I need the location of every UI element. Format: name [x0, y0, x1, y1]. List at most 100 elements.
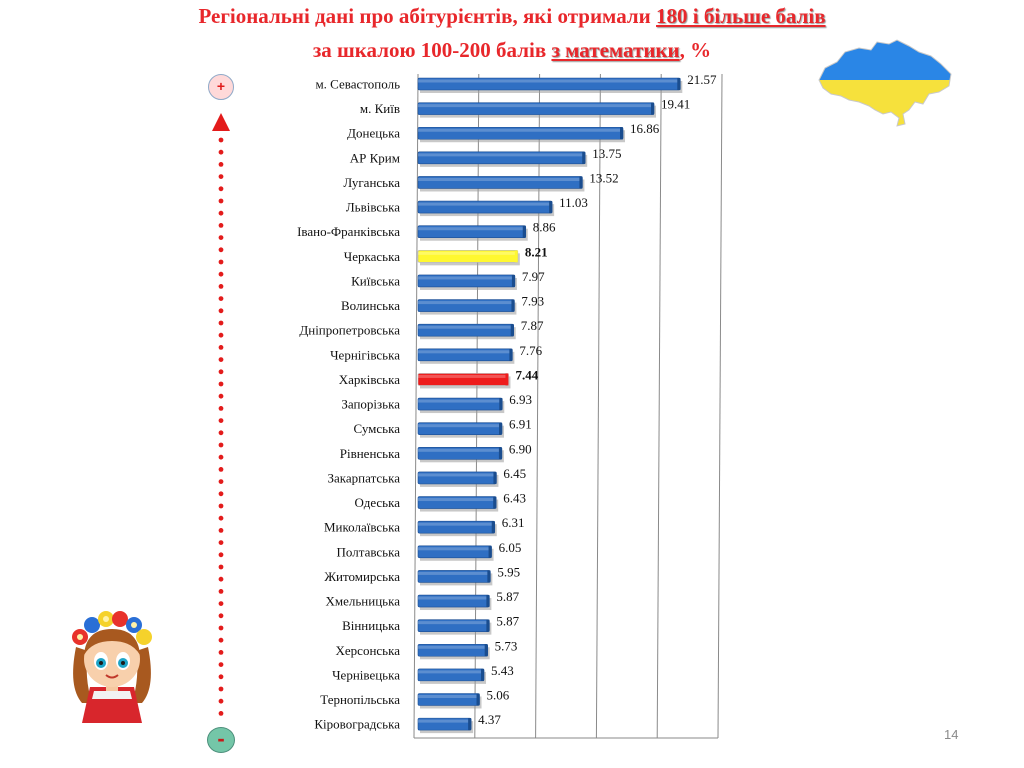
bar: [417, 274, 516, 288]
scale-dot: [218, 503, 224, 509]
bar-end-cap: [579, 176, 583, 189]
value-label: 8.21: [525, 244, 548, 259]
grid-line: [595, 73, 601, 739]
scale-dot: [218, 308, 224, 314]
scale-dot: [218, 552, 224, 558]
category-label: Херсонська: [336, 643, 401, 658]
value-label: 11.03: [559, 195, 588, 210]
value-label: 7.87: [521, 318, 544, 333]
scale-dot: [218, 406, 224, 411]
bar-end-cap: [476, 693, 480, 706]
scale-dot: [218, 149, 224, 155]
scale-dot: [218, 650, 224, 655]
scale-dot: [218, 296, 224, 301]
bar-end-cap: [511, 274, 515, 287]
bar-gloss: [418, 719, 469, 723]
category-label: Черкаська: [344, 249, 400, 264]
title-suffix: , %: [679, 38, 712, 62]
chart-title-line-1: Регіональні дані про абітурієнтів, які о…: [0, 4, 1024, 29]
value-label: 8.86: [533, 220, 556, 235]
value-label: 7.97: [522, 269, 545, 284]
scale-plus-sign: +: [208, 74, 234, 100]
scale-dot: [218, 674, 224, 680]
category-label: Запорізька: [341, 397, 400, 412]
scale-minus-sign: -: [207, 727, 235, 753]
bar-gloss: [418, 473, 494, 477]
scale-dot: [218, 247, 224, 253]
category-label: Вінницька: [342, 618, 400, 633]
scale-dot: [218, 637, 224, 643]
scale-dot: [218, 284, 224, 289]
value-label: 5.95: [497, 564, 520, 579]
value-label: 6.90: [509, 441, 532, 456]
scale-dot: [218, 271, 224, 277]
title-highlight-subject: з математики: [551, 38, 680, 62]
bar-gloss: [418, 79, 678, 83]
bar-gloss: [418, 596, 487, 600]
category-label: Дніпропетровська: [299, 323, 400, 338]
scale-dot: [218, 223, 224, 228]
page-number: 14: [944, 727, 959, 742]
bar-gloss: [418, 202, 550, 206]
value-label: 7.93: [521, 294, 544, 309]
value-label: 6.31: [502, 515, 525, 530]
category-label: Миколаївська: [324, 520, 400, 535]
bar-gloss: [418, 424, 500, 428]
bar-gloss: [418, 177, 580, 181]
bar-end-cap: [582, 151, 586, 164]
scale-dot: [218, 442, 224, 448]
scale-dot: [218, 613, 224, 619]
scale-dot: [218, 698, 224, 704]
bar-gloss: [418, 670, 482, 674]
grid-line: [413, 73, 419, 739]
scale-dot: [218, 467, 224, 472]
scale-dot: [218, 479, 224, 484]
bar-end-cap: [486, 619, 490, 632]
category-label: Кіровоградська: [314, 717, 400, 732]
scale-dot: [218, 515, 224, 521]
scale-dot: [218, 430, 224, 436]
bar-gloss: [418, 645, 485, 649]
scale-dot: [218, 393, 224, 399]
value-label: 5.87: [496, 589, 519, 604]
bar-end-cap: [620, 127, 624, 140]
category-label: Донецька: [347, 126, 400, 141]
title-prefix-2: за шкалою 100-200 балів: [312, 38, 552, 62]
value-label: 16.86: [630, 121, 660, 136]
category-label: АР Крим: [350, 150, 400, 165]
bar-end-cap: [491, 521, 495, 534]
bar-gloss: [418, 374, 506, 378]
bar-end-cap: [549, 201, 553, 214]
bar-end-cap: [522, 225, 526, 238]
scale-dot: [218, 174, 224, 180]
bar-gloss: [418, 276, 512, 280]
value-label: 4.37: [478, 712, 501, 727]
value-label: 6.93: [509, 392, 532, 407]
scale-dot: [218, 369, 224, 375]
scale-dot: [218, 540, 224, 545]
bar-gloss: [418, 227, 523, 231]
scale-dot: [218, 357, 224, 362]
bar-gloss: [418, 448, 499, 452]
ukraine-map-icon: [818, 39, 952, 127]
scale-dot: [218, 418, 224, 423]
grid-line: [717, 73, 723, 739]
value-label: 19.41: [661, 97, 690, 112]
category-label: Чернігівська: [330, 347, 400, 362]
bar-end-cap: [484, 644, 488, 657]
bar-gloss: [418, 621, 487, 625]
value-label: 6.91: [509, 417, 532, 432]
scale-dot: [218, 491, 224, 497]
chart-bars: м. Севастополь 21.57 м. Київ 19.41 Донецька 1…: [297, 72, 717, 734]
bar-gloss: [418, 325, 511, 329]
value-label: 5.06: [487, 688, 510, 703]
bar-end-cap: [510, 324, 514, 337]
category-label: Волинська: [341, 298, 400, 313]
bar: [417, 643, 488, 657]
grid-line: [535, 73, 541, 739]
category-label: Одеська: [354, 495, 400, 510]
scale-arrow-head: [212, 113, 230, 131]
bar-end-cap: [481, 668, 485, 681]
scale-dot: [218, 662, 224, 667]
value-label: 13.52: [589, 170, 618, 185]
